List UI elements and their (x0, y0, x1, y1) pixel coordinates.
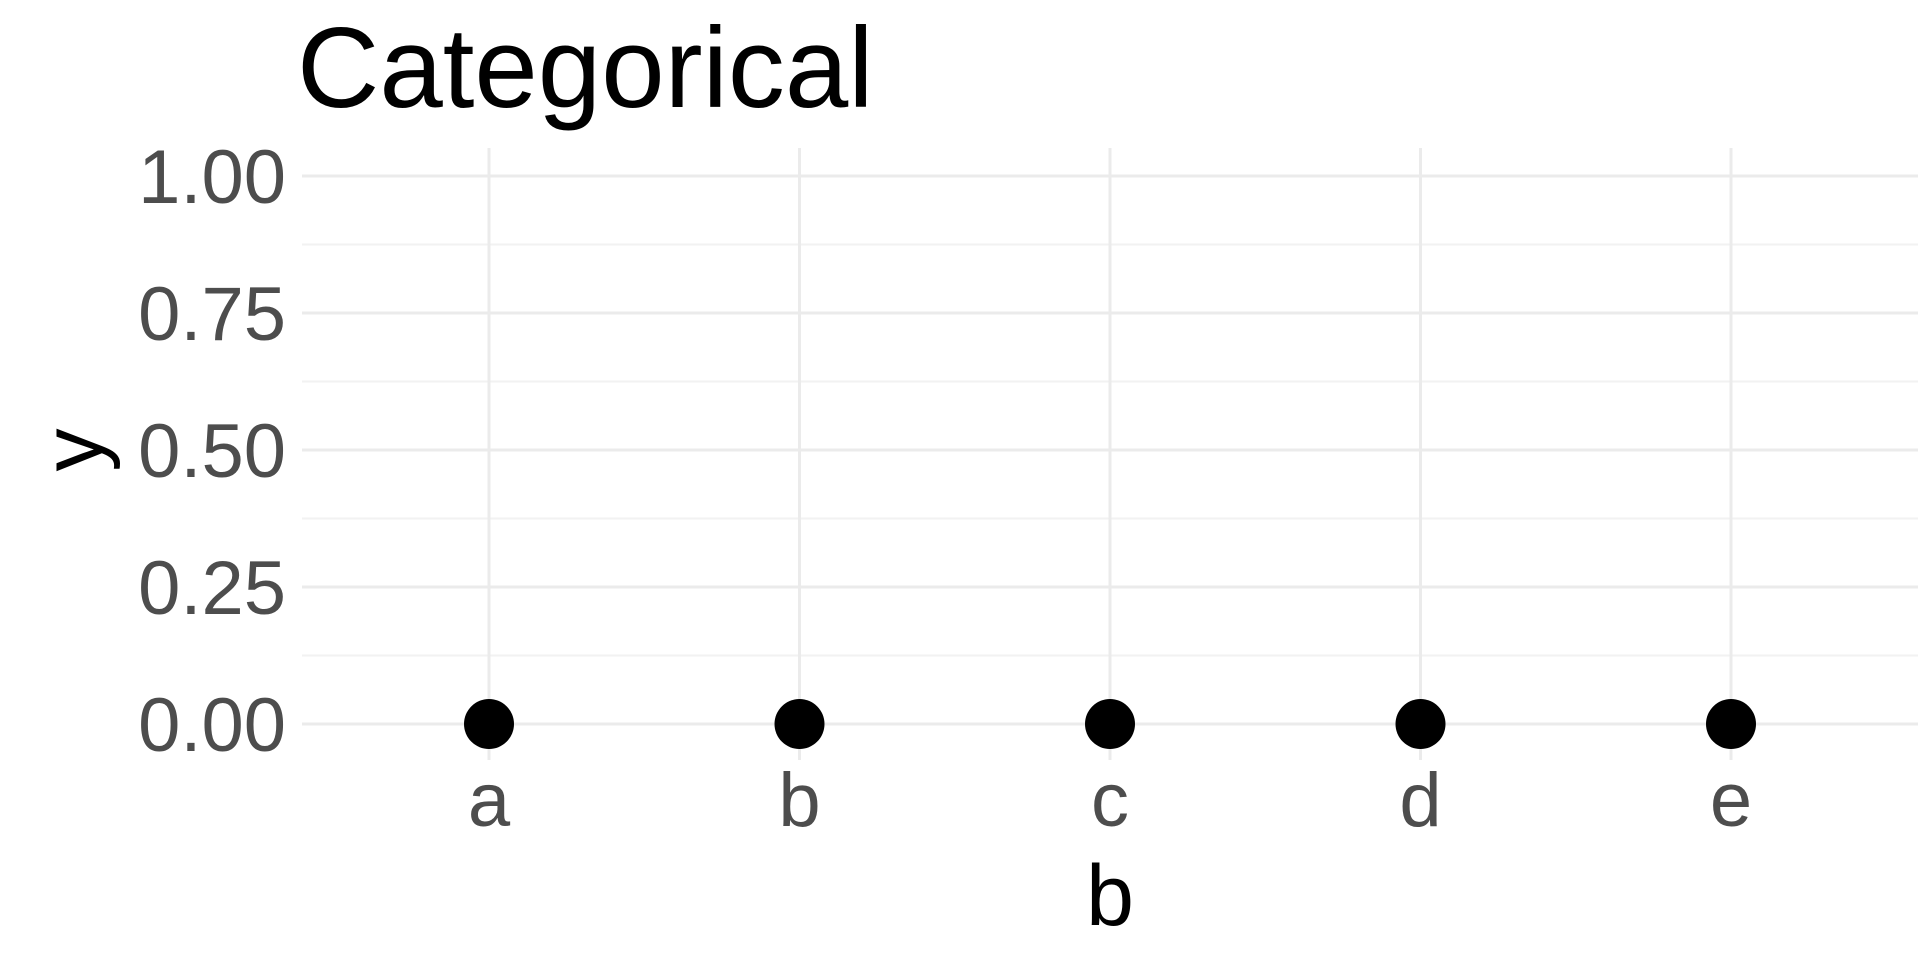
chart-title: Categorical (297, 5, 874, 132)
y-axis-title: y (25, 429, 121, 472)
x-tick-label: d (1399, 758, 1441, 843)
data-point (1085, 699, 1135, 749)
y-tick-label: 0.00 (138, 683, 286, 768)
x-tick-label: a (468, 758, 511, 843)
x-tick-label: e (1710, 758, 1752, 843)
y-tick-label: 0.50 (138, 409, 286, 494)
data-points (464, 699, 1756, 749)
y-axis-ticks: 0.00 0.25 0.50 0.75 1.00 (138, 135, 286, 768)
data-point (1395, 699, 1446, 749)
data-point (774, 699, 825, 749)
y-tick-label: 0.75 (138, 272, 286, 357)
data-point (464, 699, 514, 749)
y-tick-label: 1.00 (138, 135, 286, 220)
x-axis-title: b (1086, 848, 1134, 944)
y-tick-label: 0.25 (138, 546, 286, 631)
data-point (1706, 699, 1756, 749)
x-tick-label: b (778, 758, 820, 843)
grid (302, 148, 1918, 760)
x-axis-ticks: a b c d e (468, 758, 1752, 843)
x-tick-label: c (1091, 758, 1129, 843)
